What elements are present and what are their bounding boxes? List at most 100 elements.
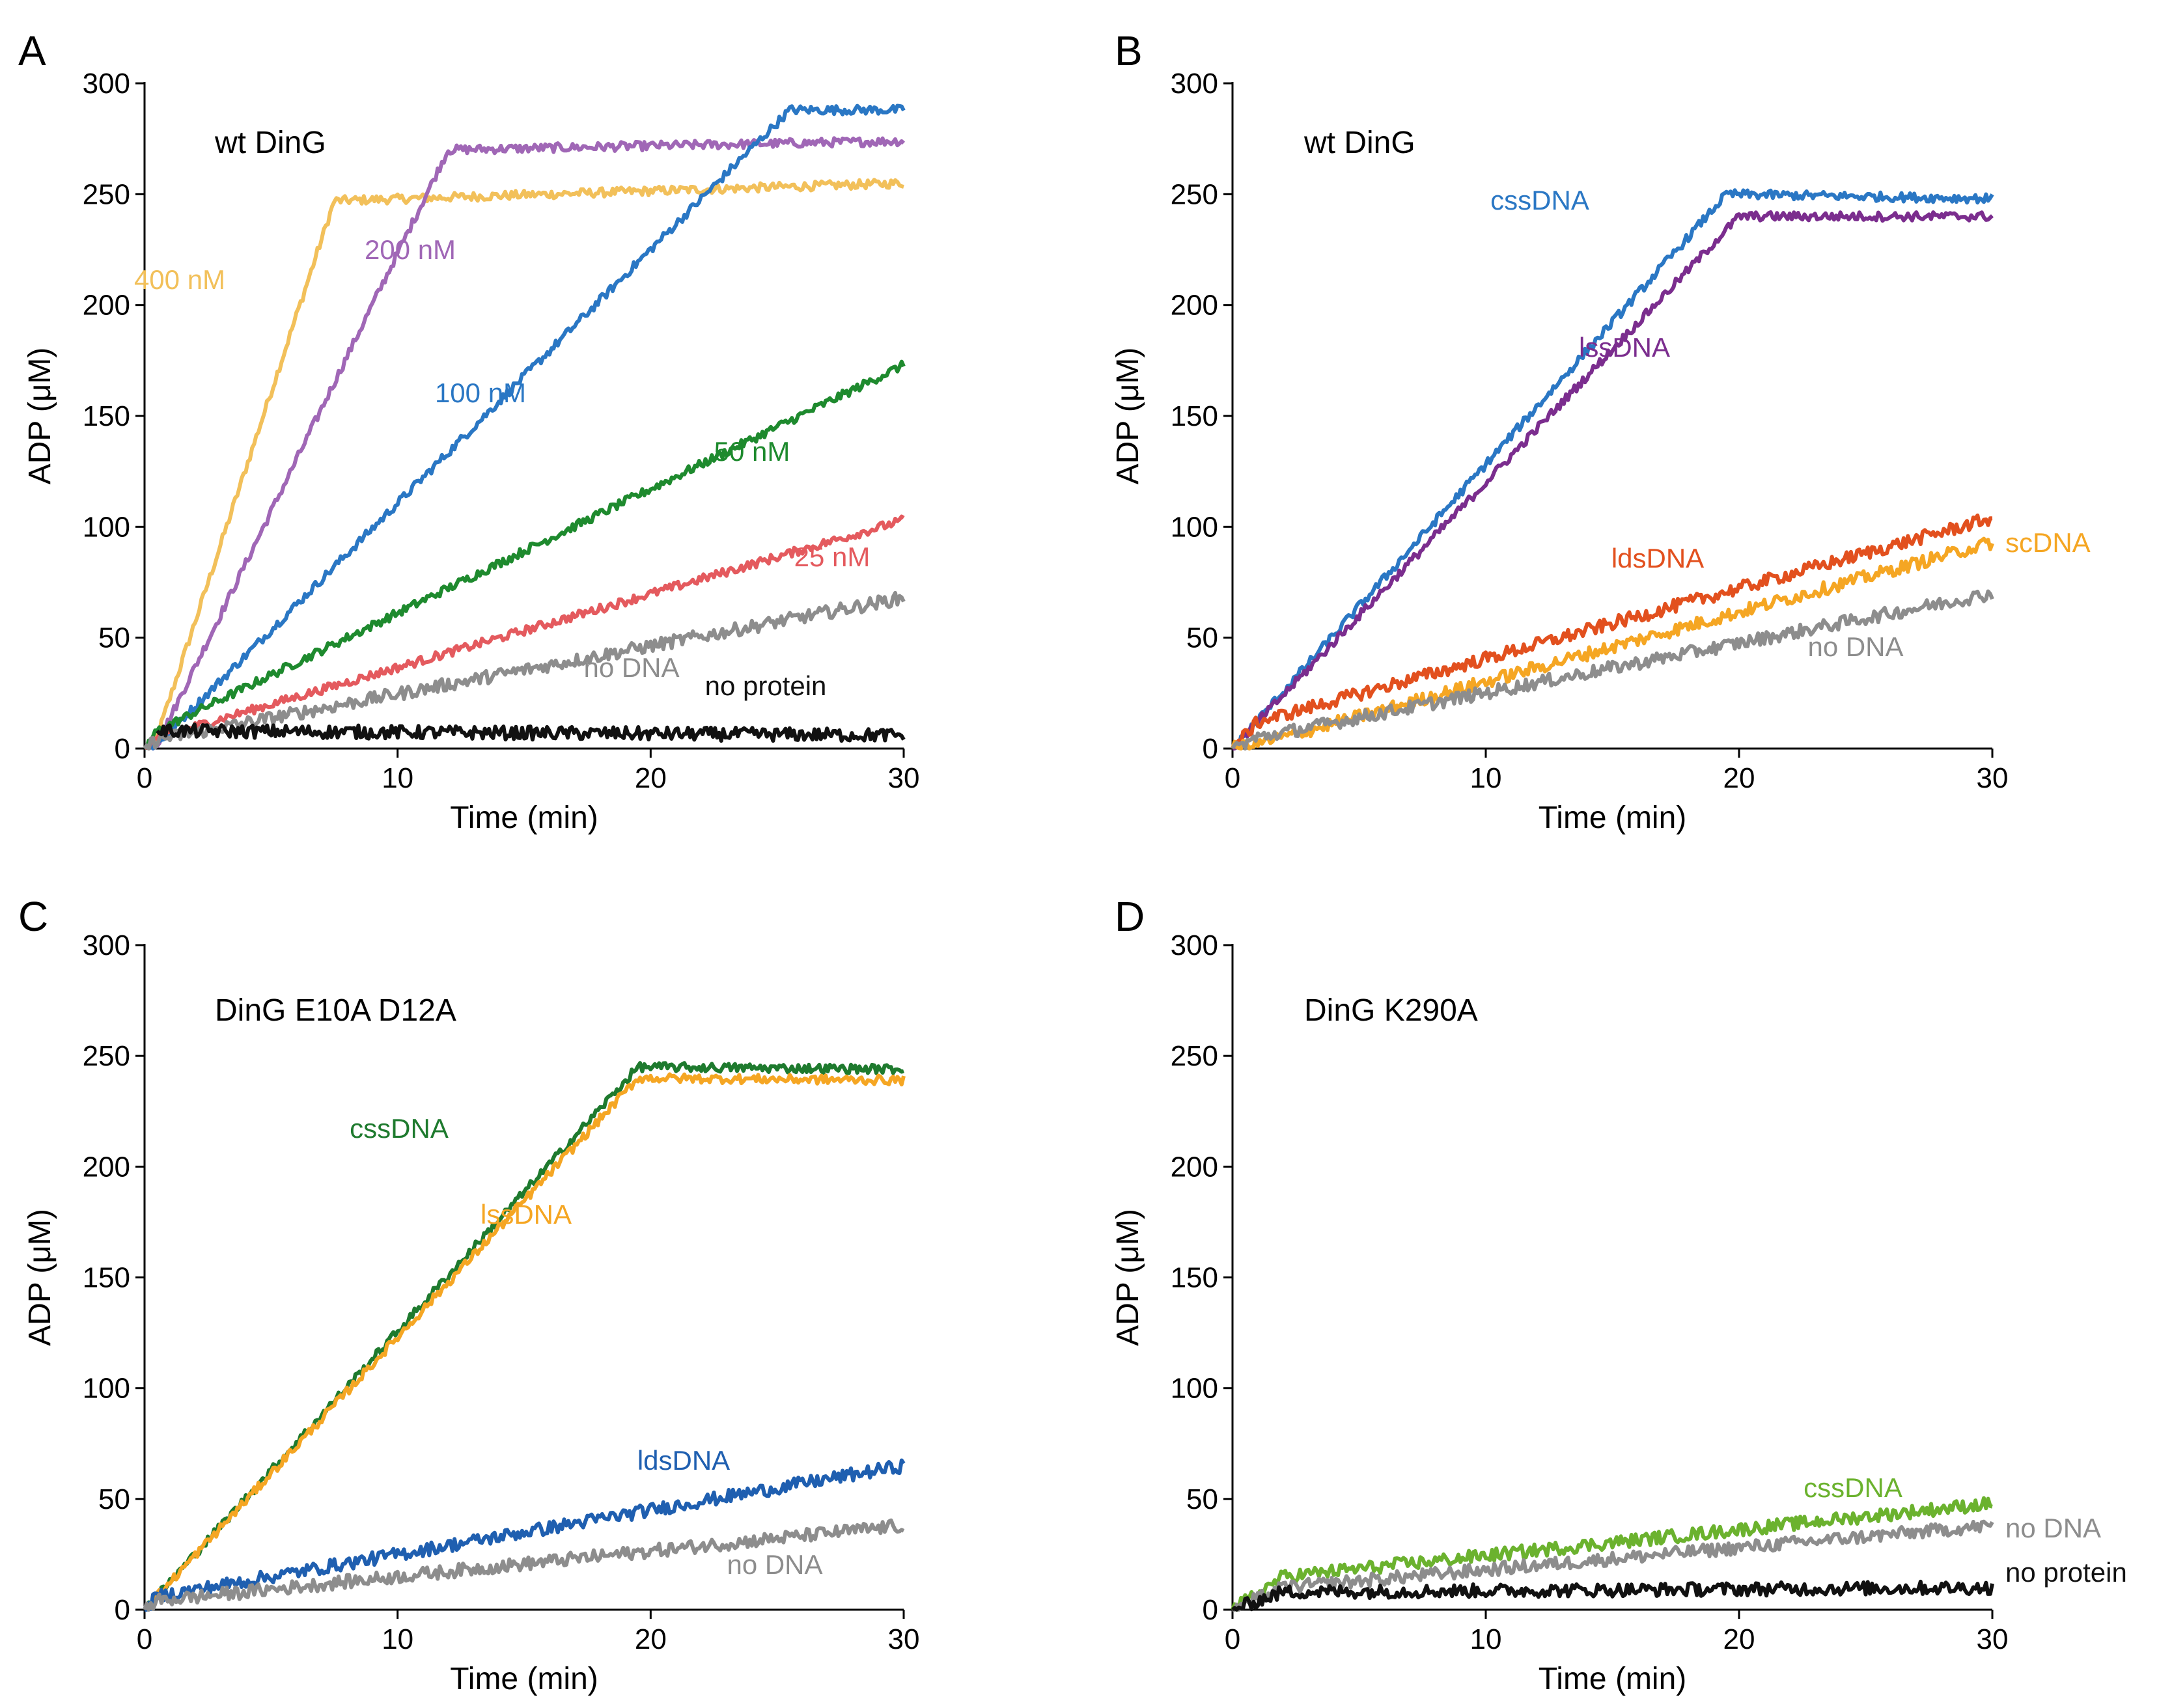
y-tick-label: 150 (1171, 400, 1218, 432)
y-tick-label: 200 (83, 1151, 130, 1183)
series-line-no-dna (1233, 1519, 1994, 1612)
series-label: 100 nM (435, 378, 526, 408)
x-axis-title: Time (min) (450, 801, 598, 835)
series-line-scdna (1231, 536, 1994, 751)
y-tick-label: 0 (115, 1594, 130, 1626)
y-tick-label: 100 (1171, 1373, 1218, 1405)
y-tick-label: 150 (1171, 1262, 1218, 1294)
series-line-ldsdna (1231, 513, 1993, 750)
series-line-no-dna (1231, 589, 1994, 751)
y-tick-label: 300 (83, 68, 130, 100)
series-line-lssdna (1233, 210, 1994, 751)
series-line-no-protein (1231, 1579, 1994, 1612)
series-line-cssdna (1231, 1496, 1993, 1612)
x-tick-label: 0 (1225, 762, 1240, 794)
series-label: 200 nM (365, 234, 456, 265)
series-line-no-dna (143, 1518, 905, 1612)
series-label: lssDNA (481, 1199, 572, 1230)
y-tick-label: 300 (83, 930, 130, 961)
series-line-no-protein (156, 722, 906, 743)
y-axis-title: ADP (μM) (23, 1209, 57, 1346)
series-line-no-dna (143, 590, 906, 751)
y-tick-label: 100 (83, 1373, 130, 1405)
x-tick-label: 20 (1723, 1623, 1755, 1655)
series-label: 50 nM (714, 436, 790, 467)
series-label: no DNA (583, 652, 679, 683)
x-tick-label: 30 (888, 1623, 920, 1655)
panel-title: wt DinG (1303, 126, 1415, 160)
series-label: no protein (705, 670, 827, 701)
x-tick-label: 10 (382, 762, 413, 794)
x-axis-title: Time (min) (1539, 801, 1687, 835)
y-tick-label: 0 (115, 733, 130, 765)
series-label: lssDNA (1579, 332, 1670, 363)
panel-letter: D (1115, 893, 1145, 940)
y-tick-label: 250 (1171, 178, 1218, 210)
x-tick-label: 10 (382, 1623, 413, 1655)
series-line-cssdna (143, 1061, 904, 1612)
y-axis-title: ADP (μM) (23, 348, 57, 485)
panel-title: DinG K290A (1304, 993, 1478, 1028)
x-axis-title: Time (min) (450, 1662, 598, 1696)
series-label: scDNA (2005, 527, 2091, 558)
series-label: cssDNA (1804, 1472, 1902, 1503)
panel-c: C 0 50 100 150 200 250 300 0 10 20 30 Time (min) ADP … (18, 893, 919, 1696)
y-tick-label: 200 (1171, 1151, 1218, 1183)
series-line-lssdna (145, 1072, 906, 1612)
series-label: cssDNA (1490, 185, 1589, 215)
x-tick-label: 0 (137, 1623, 152, 1655)
y-tick-label: 0 (1203, 1594, 1218, 1626)
y-tick-label: 150 (83, 1262, 130, 1294)
panel-a: A 0 50 100 150 200 250 300 0 10 20 30 Time (min) ADP … (18, 27, 919, 835)
y-tick-label: 150 (83, 400, 130, 432)
series-label: ldsDNA (1611, 543, 1704, 573)
y-tick-label: 300 (1171, 930, 1218, 961)
x-tick-label: 30 (1977, 762, 2009, 794)
y-tick-label: 0 (1203, 733, 1218, 765)
panel-title: DinG E10A D12A (215, 993, 456, 1028)
x-tick-label: 30 (888, 762, 920, 794)
series-line-cssdna (1231, 188, 1994, 749)
x-tick-label: 0 (137, 762, 152, 794)
panel-d: D 0 50 100 150 200 250 300 0 10 20 30 Time (min) ADP … (1111, 893, 2127, 1696)
x-tick-label: 20 (635, 1623, 667, 1655)
panel-b: B 0 50 100 150 200 250 300 0 10 20 30 Time (min) ADP … (1111, 27, 2091, 835)
y-tick-label: 50 (98, 1483, 130, 1515)
y-tick-label: 300 (1171, 68, 1218, 100)
x-tick-label: 20 (1723, 762, 1755, 794)
y-tick-label: 100 (1171, 511, 1218, 543)
series-label: no DNA (1807, 631, 1903, 662)
panel-letter: A (18, 27, 46, 74)
y-tick-label: 250 (83, 178, 130, 210)
series-line-25-nm (143, 514, 905, 751)
series-line-400-nm (143, 178, 904, 751)
series-label: 400 nM (134, 264, 225, 295)
x-tick-label: 0 (1225, 1623, 1240, 1655)
x-axis-title: Time (min) (1539, 1662, 1687, 1696)
y-tick-label: 200 (83, 290, 130, 322)
series-label: cssDNA (350, 1113, 449, 1144)
x-tick-label: 30 (1977, 1623, 2009, 1655)
y-tick-label: 250 (83, 1040, 130, 1072)
series-label: 25 nM (794, 542, 871, 572)
y-axis-title: ADP (μM) (1111, 348, 1145, 485)
y-tick-label: 200 (1171, 290, 1218, 322)
series-label: ldsDNA (637, 1445, 730, 1476)
y-tick-label: 50 (1186, 622, 1218, 654)
series-label: no DNA (2005, 1513, 2101, 1543)
series-line-50-nm (143, 359, 906, 751)
series-line-100-nm (144, 103, 906, 751)
panel-title: wt DinG (214, 126, 326, 160)
panel-letter: B (1115, 27, 1143, 74)
series-label: no DNA (727, 1549, 822, 1580)
series-line-200-nm (143, 136, 906, 751)
y-axis-title: ADP (μM) (1111, 1209, 1145, 1346)
x-tick-label: 10 (1470, 1623, 1502, 1655)
series-label: no protein (2005, 1557, 2127, 1588)
y-tick-label: 100 (83, 511, 130, 543)
panel-letter: C (18, 893, 48, 940)
y-tick-label: 250 (1171, 1040, 1218, 1072)
series-line-ldsdna (145, 1458, 906, 1612)
x-tick-label: 20 (635, 762, 667, 794)
